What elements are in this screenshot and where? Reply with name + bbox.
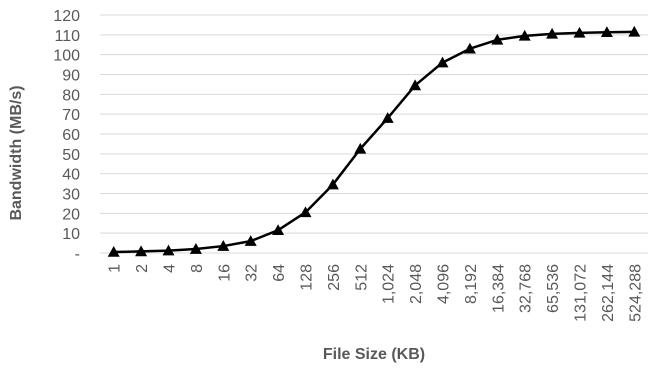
y-tick-label: 60 — [62, 127, 80, 144]
x-tick-label: 524,288 — [627, 264, 644, 322]
y-axis-ticks: - 10 20 30 40 50 60 70 80 90 100 110 120 — [53, 8, 80, 263]
y-axis-title: Bandwidth (MB/s) — [8, 85, 25, 220]
x-tick-label: 16 — [216, 264, 233, 282]
data-point-marker — [272, 224, 284, 235]
x-tick-label: 32 — [244, 264, 261, 282]
x-tick-label: 2 — [134, 264, 151, 273]
y-tick-label: 50 — [62, 147, 80, 164]
x-tick-label: 32,768 — [518, 264, 535, 313]
x-tick-label: 131,072 — [573, 264, 590, 322]
x-tick-label: 16,384 — [490, 264, 507, 313]
x-tick-label: 128 — [299, 264, 316, 291]
x-axis-ticks: 1 2 4 8 16 32 64 128 256 512 1,024 2,048 4,096 8,192 1… — [107, 264, 645, 322]
x-tick-label: 512 — [353, 264, 370, 291]
data-point-marker — [437, 57, 449, 68]
x-tick-label: 256 — [326, 264, 343, 291]
y-tick-label: 10 — [62, 226, 80, 243]
y-tick-label: 30 — [62, 187, 80, 204]
y-tick-label: 40 — [62, 167, 80, 184]
x-tick-label: 4 — [162, 264, 179, 273]
x-tick-label: 2,048 — [408, 264, 425, 304]
x-tick-label: 8 — [189, 264, 206, 273]
y-tick-label: 100 — [53, 48, 80, 65]
x-tick-label: 1,024 — [381, 264, 398, 304]
x-tick-label: 262,144 — [600, 264, 617, 322]
y-tick-label: 110 — [54, 28, 80, 45]
y-tick-label: 90 — [62, 68, 80, 85]
x-tick-label: 64 — [271, 264, 288, 282]
y-tick-label: - — [75, 246, 80, 263]
y-tick-label: 70 — [62, 107, 80, 124]
y-tick-label: 80 — [62, 87, 80, 104]
x-tick-label: 4,096 — [436, 264, 453, 304]
x-tick-label: 65,536 — [545, 264, 562, 313]
series-line — [114, 32, 635, 252]
data-series — [108, 26, 641, 257]
x-axis-title: File Size (KB) — [323, 346, 425, 363]
x-tick-label: 8,192 — [463, 264, 480, 304]
y-tick-label: 20 — [62, 206, 80, 223]
y-tick-label: 120 — [53, 8, 80, 25]
x-tick-label: 1 — [107, 264, 124, 273]
